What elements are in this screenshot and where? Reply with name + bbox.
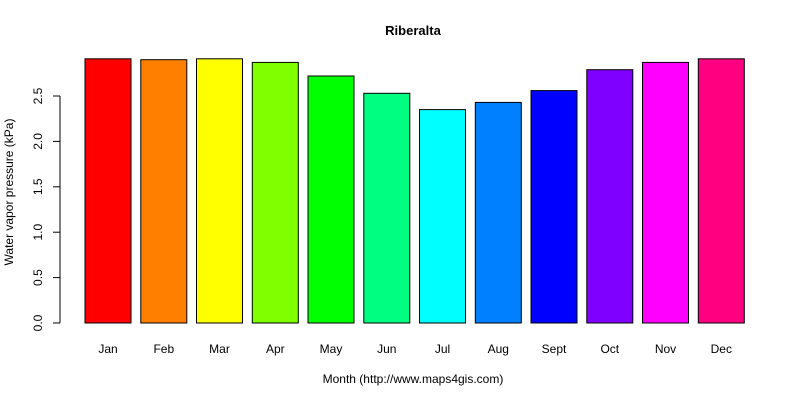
x-tick-label: Oct <box>600 342 619 356</box>
x-tick-label: May <box>320 342 343 356</box>
x-tick-label: Feb <box>153 342 174 356</box>
bar-dec <box>697 58 745 324</box>
x-tick-label: Mar <box>209 342 230 356</box>
bar-feb <box>140 59 188 324</box>
y-tick-label: 0.5 <box>31 269 45 286</box>
bar-sept <box>530 90 578 324</box>
bar-may <box>307 75 355 324</box>
x-axis-label: Month (http://www.maps4gis.com) <box>323 372 504 386</box>
bar-mar <box>196 58 243 324</box>
x-tick-label: Jul <box>435 342 450 356</box>
x-tick-label: Dec <box>711 342 732 356</box>
x-tick-label: Sept <box>542 342 567 356</box>
bars-group <box>84 58 745 324</box>
bar-nov <box>642 61 689 324</box>
bar-jun <box>363 92 411 324</box>
bar-aug <box>474 101 522 324</box>
bar-oct <box>586 69 634 324</box>
y-tick-label: 0.0 <box>31 314 45 331</box>
x-tick-labels: Jan Feb Mar Apr May Jun Jul Aug Sept Oct Nov Dec <box>98 342 732 356</box>
bar-jul <box>419 109 466 324</box>
bar-jan <box>84 58 132 324</box>
chart-title: Riberalta <box>385 23 441 38</box>
x-tick-label: Aug <box>488 342 509 356</box>
y-tick-label: 1.0 <box>31 224 45 241</box>
y-axis: 0.0 0.5 1.0 1.5 2.0 2.5 <box>31 87 61 331</box>
y-tick-label: 2.0 <box>31 133 45 150</box>
y-axis-label: Water vapor pressure (kPa) <box>2 119 16 266</box>
x-tick-label: Jan <box>98 342 117 356</box>
bar-apr <box>251 61 299 324</box>
y-tick-label: 2.5 <box>31 87 45 104</box>
x-tick-label: Jun <box>377 342 396 356</box>
y-tick-label: 1.5 <box>31 178 45 195</box>
x-tick-label: Apr <box>266 342 285 356</box>
x-tick-label: Nov <box>655 342 676 356</box>
